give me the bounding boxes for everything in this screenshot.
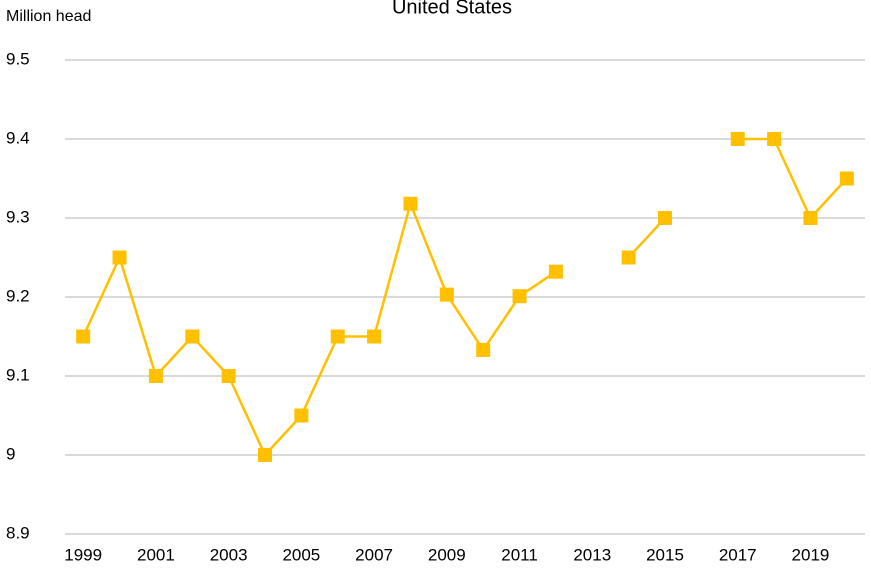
marker (185, 329, 200, 344)
x-tick-label: 2001 (137, 545, 175, 564)
marker (294, 408, 309, 423)
x-tick-label: 2013 (573, 545, 611, 564)
marker (839, 171, 854, 186)
marker (548, 264, 563, 279)
x-tick-label: 2015 (646, 545, 684, 564)
marker (221, 369, 236, 383)
x-tick-label: 2005 (282, 545, 320, 564)
y-tick-label: 9.4 (6, 128, 30, 147)
marker (439, 287, 454, 302)
marker (621, 250, 636, 265)
x-tick-label: 2009 (428, 545, 466, 564)
marker (658, 211, 672, 225)
y-tick-label: 9.2 (6, 286, 30, 305)
marker (476, 342, 491, 357)
chart-title: United States (392, 0, 512, 18)
marker (148, 369, 163, 383)
x-tick-label: 1999 (64, 545, 102, 564)
marker (330, 329, 345, 344)
y-tick-label: 9 (6, 444, 15, 463)
marker (512, 289, 527, 304)
marker (112, 250, 127, 265)
x-tick-label: 2019 (792, 545, 830, 564)
y-tick-label: 9.1 (6, 365, 30, 384)
marker (803, 211, 818, 225)
marker (76, 329, 91, 344)
marker (403, 196, 418, 211)
y-tick-label: 9.5 (6, 49, 30, 68)
marker (367, 329, 382, 344)
marker (730, 132, 745, 146)
x-tick-label: 2017 (719, 545, 757, 564)
marker (258, 448, 272, 462)
y-tick-label: 8.9 (6, 523, 30, 542)
y-tick-label: 9.3 (6, 207, 30, 226)
marker (767, 132, 782, 146)
y-axis-label: Million head (6, 8, 91, 25)
x-tick-label: 2011 (501, 545, 538, 564)
x-tick-label: 2003 (210, 545, 248, 564)
x-tick-label: 2007 (355, 545, 393, 564)
